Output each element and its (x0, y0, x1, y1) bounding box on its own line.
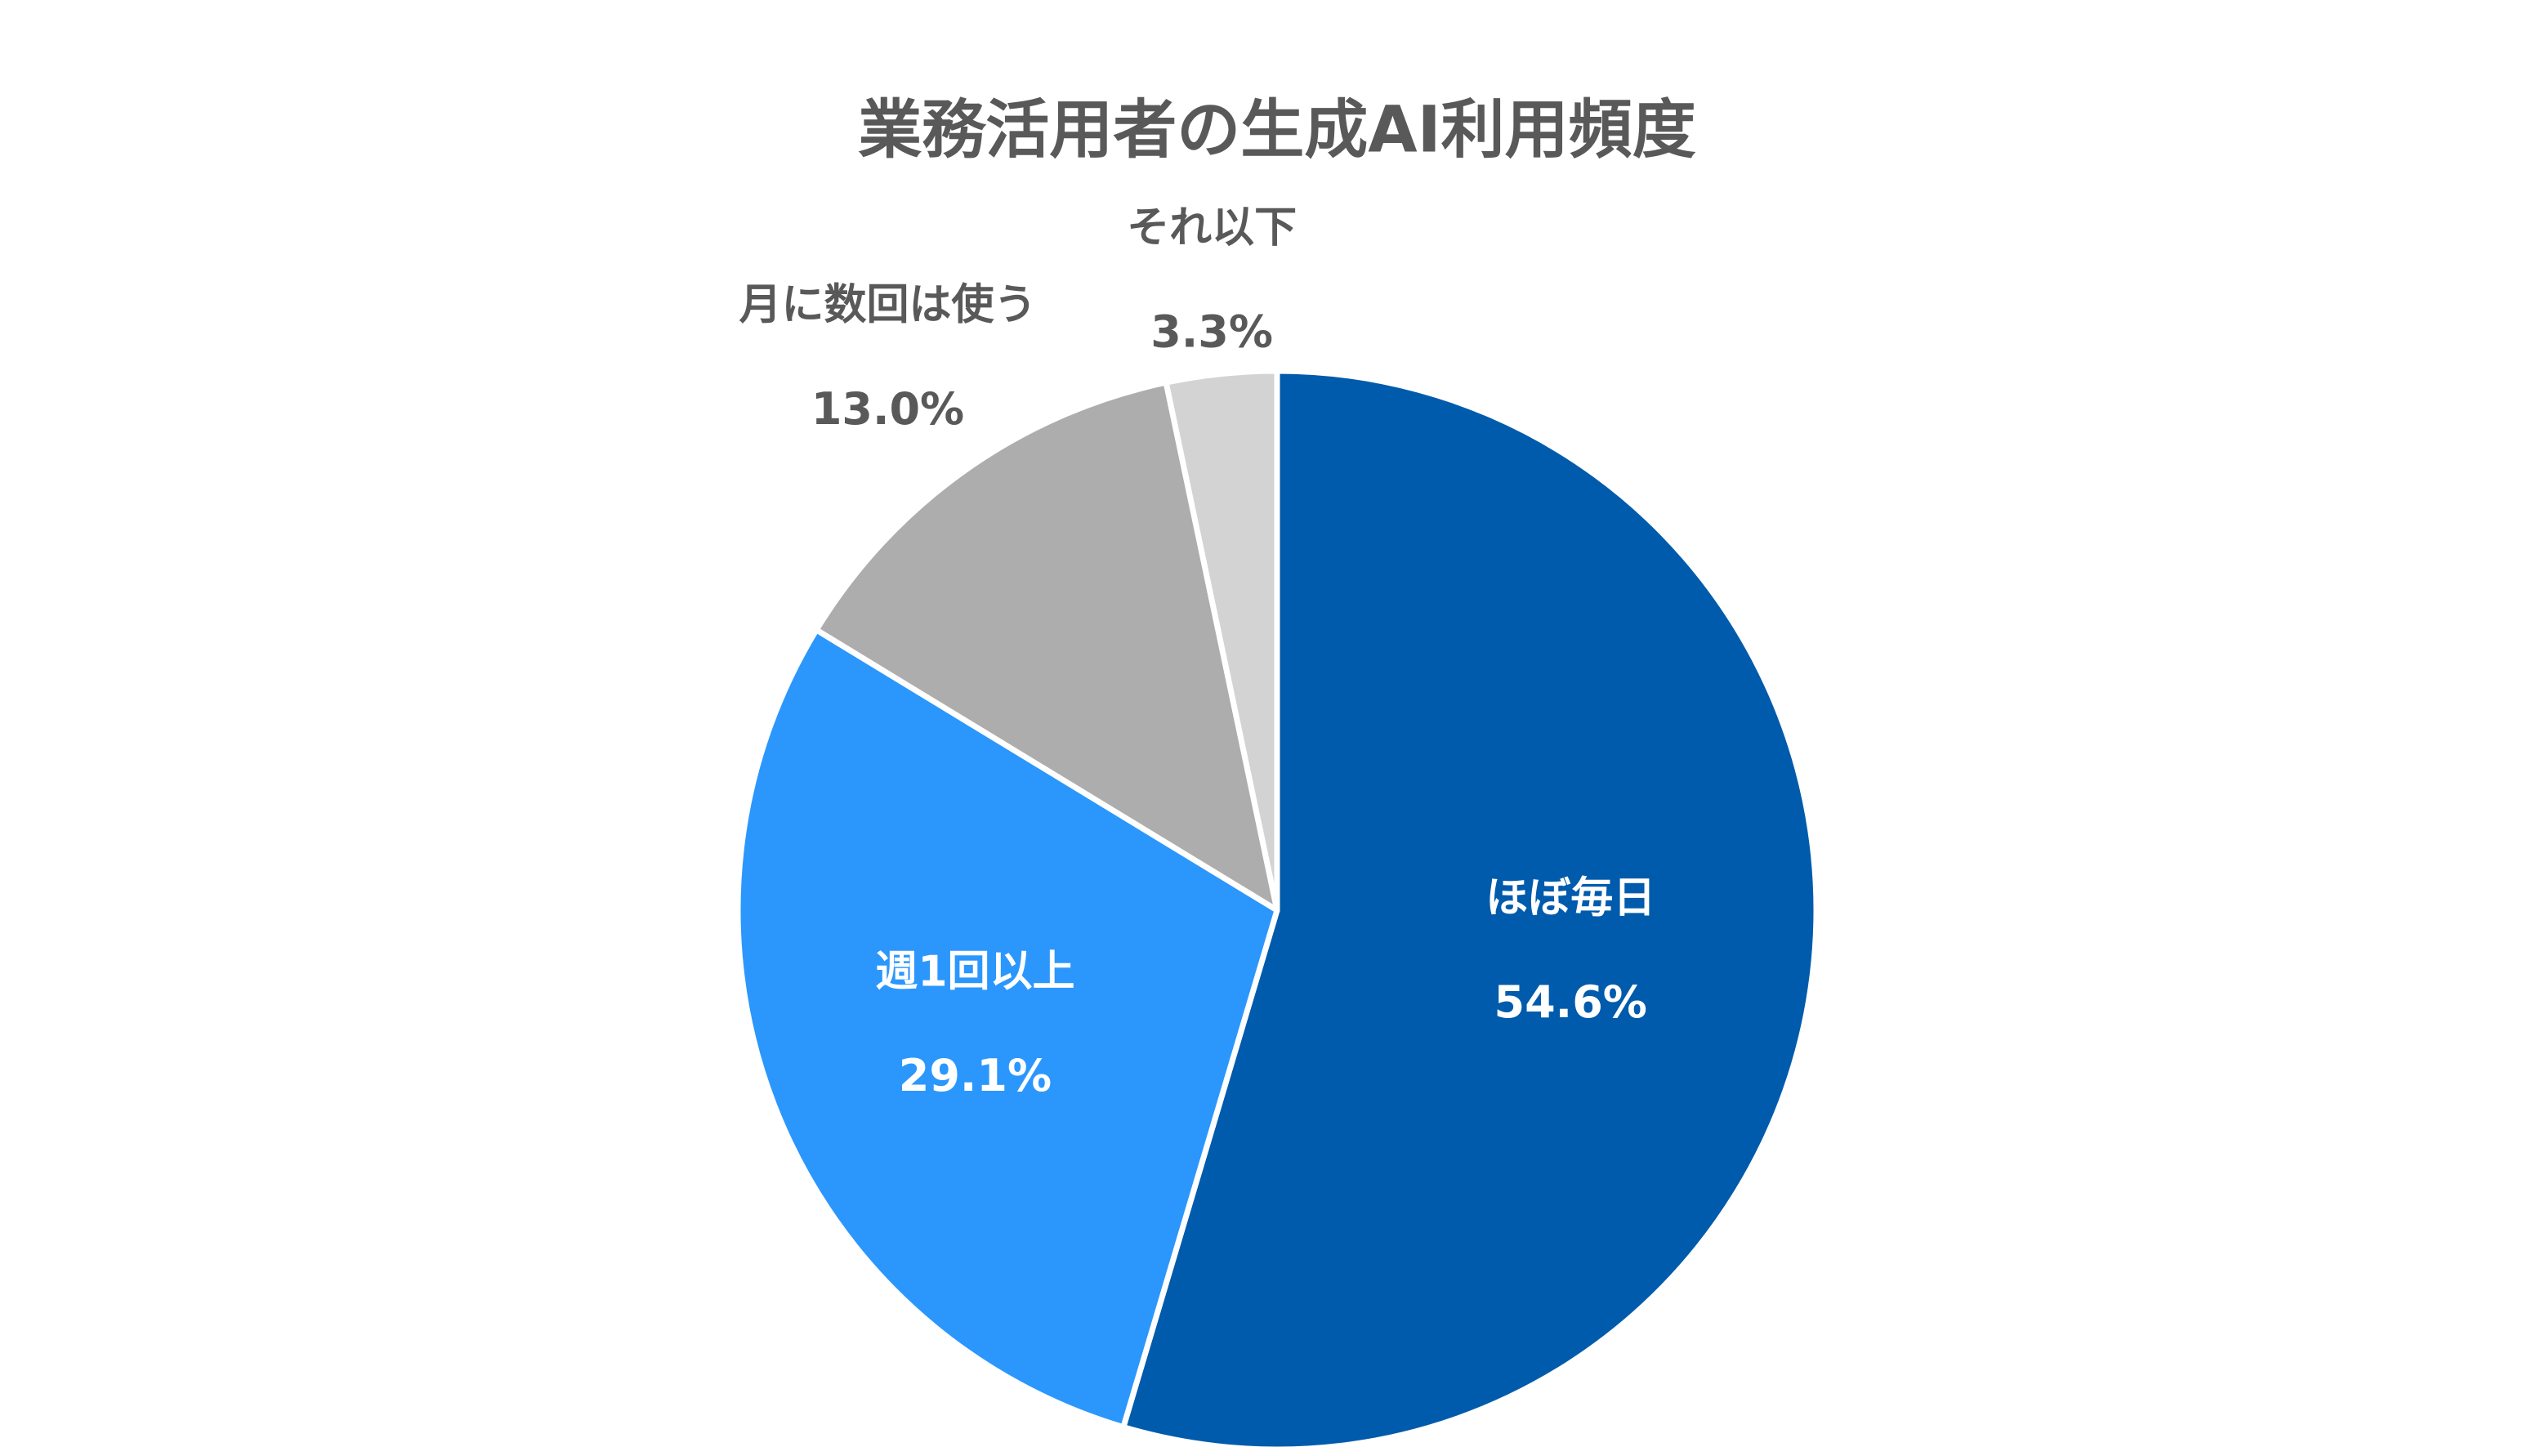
pie-slice (813, 379, 1280, 913)
value-label: 13.0% (811, 383, 964, 435)
category-label: ほぼ毎日 (1485, 873, 1655, 922)
value-label: 3.3% (1150, 306, 1273, 358)
value-label: 29.1% (899, 1050, 1052, 1101)
category-label: 週1回以上 (875, 947, 1074, 996)
pie-slice (1120, 368, 1820, 1453)
pie-slice (1163, 368, 1280, 913)
value-label: 54.6% (1494, 976, 1647, 1028)
category-label: それ以下 (1127, 203, 1297, 252)
chart-title: 業務活用者の生成AI利用頻度 (858, 93, 1695, 167)
category-label: 月に数回は使う (739, 281, 1036, 330)
